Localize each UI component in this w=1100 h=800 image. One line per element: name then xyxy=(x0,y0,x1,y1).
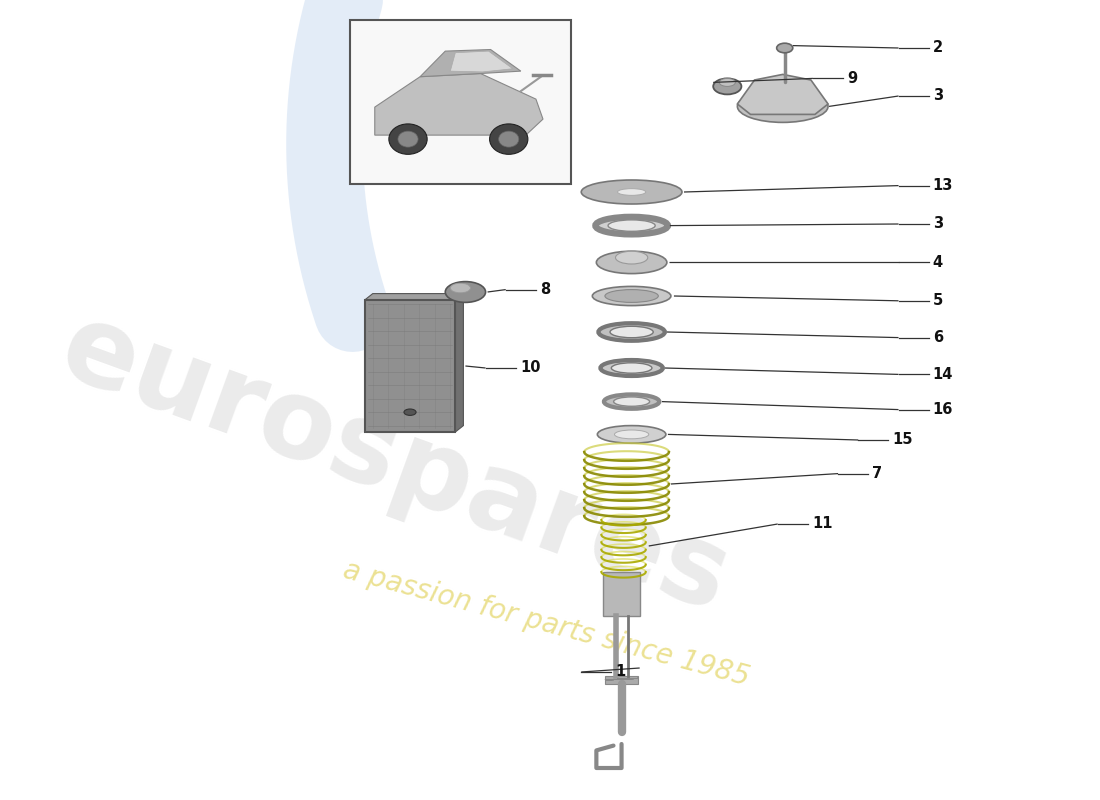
FancyBboxPatch shape xyxy=(350,20,571,184)
Text: 2: 2 xyxy=(933,41,943,55)
Ellipse shape xyxy=(612,363,652,373)
Text: 3: 3 xyxy=(933,217,943,231)
Ellipse shape xyxy=(615,430,649,438)
Text: a passion for parts since 1985: a passion for parts since 1985 xyxy=(340,556,752,692)
Text: 14: 14 xyxy=(933,367,954,382)
Ellipse shape xyxy=(598,323,664,341)
Ellipse shape xyxy=(719,78,736,86)
Ellipse shape xyxy=(450,283,471,293)
Ellipse shape xyxy=(614,397,650,406)
Ellipse shape xyxy=(490,124,528,154)
Text: 15: 15 xyxy=(892,433,913,447)
Text: 4: 4 xyxy=(933,255,943,270)
Ellipse shape xyxy=(777,43,793,53)
Ellipse shape xyxy=(595,217,668,234)
Ellipse shape xyxy=(608,220,656,231)
Ellipse shape xyxy=(737,90,828,122)
Ellipse shape xyxy=(614,292,649,300)
Text: 1: 1 xyxy=(616,665,626,679)
Polygon shape xyxy=(420,50,520,77)
FancyBboxPatch shape xyxy=(605,676,638,684)
Ellipse shape xyxy=(617,189,646,195)
Text: 9: 9 xyxy=(847,71,857,86)
Ellipse shape xyxy=(498,131,519,147)
Ellipse shape xyxy=(596,251,667,274)
Ellipse shape xyxy=(404,409,416,415)
Ellipse shape xyxy=(604,394,659,409)
Polygon shape xyxy=(365,294,463,300)
Text: 7: 7 xyxy=(872,466,882,481)
Ellipse shape xyxy=(610,326,653,338)
Ellipse shape xyxy=(592,286,671,306)
FancyBboxPatch shape xyxy=(604,572,640,616)
Ellipse shape xyxy=(605,290,658,302)
Text: 5: 5 xyxy=(933,294,943,308)
Ellipse shape xyxy=(581,180,682,204)
Ellipse shape xyxy=(601,360,663,376)
Text: 8: 8 xyxy=(540,282,550,297)
Polygon shape xyxy=(455,294,463,432)
FancyBboxPatch shape xyxy=(365,300,455,432)
Polygon shape xyxy=(450,51,513,72)
Ellipse shape xyxy=(616,251,648,264)
Ellipse shape xyxy=(389,124,427,154)
Text: eurospares: eurospares xyxy=(46,294,744,634)
Polygon shape xyxy=(737,74,828,114)
Ellipse shape xyxy=(597,426,666,443)
Text: 16: 16 xyxy=(933,402,954,417)
Text: 3: 3 xyxy=(933,89,943,103)
Ellipse shape xyxy=(446,282,485,302)
Text: 13: 13 xyxy=(933,178,954,193)
Text: 6: 6 xyxy=(933,330,943,345)
Text: 10: 10 xyxy=(520,361,540,375)
Text: 11: 11 xyxy=(812,517,833,531)
Polygon shape xyxy=(375,74,543,135)
Ellipse shape xyxy=(713,78,741,94)
Ellipse shape xyxy=(398,131,418,147)
